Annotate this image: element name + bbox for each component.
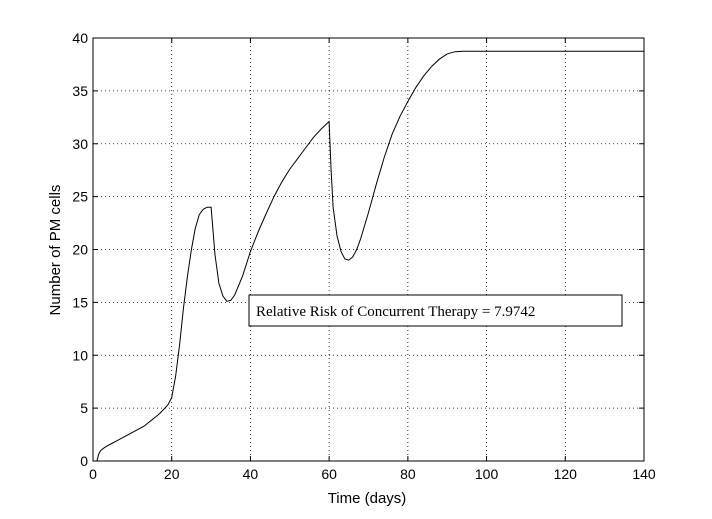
y-tick-label: 15	[72, 294, 88, 310]
annotation-box: Relative Risk of Concurrent Therapy = 7.…	[248, 294, 623, 327]
y-tick-label: 20	[72, 242, 88, 258]
x-tick-label: 0	[89, 466, 97, 482]
x-tick-label: 80	[400, 466, 416, 482]
y-tick-label: 25	[72, 189, 88, 205]
x-tick-label: 100	[475, 466, 499, 482]
y-tick-label: 35	[72, 83, 88, 99]
annotation-text: Relative Risk of Concurrent Therapy = 7.…	[256, 304, 535, 320]
y-tick-label: 0	[80, 453, 88, 469]
y-tick-label: 10	[72, 347, 88, 363]
ticks: 0 20 40 60 80 100 120 140 0 5 10 15 20 25 30 35 40	[72, 30, 655, 482]
y-axis-label: Number of PM cells	[47, 185, 64, 316]
series-line	[96, 50, 644, 462]
x-tick-label: 60	[321, 466, 337, 482]
x-tick-label: 120	[554, 466, 578, 482]
y-tick-label: 40	[72, 30, 88, 46]
y-tick-label: 5	[80, 400, 88, 416]
plot-frame	[92, 37, 645, 462]
x-axis-label: Time (days)	[328, 490, 407, 507]
x-tick-label: 40	[243, 466, 259, 482]
plot-area	[93, 38, 644, 461]
annotation-frame	[248, 294, 623, 327]
y-tick-label: 30	[72, 136, 88, 152]
grid	[93, 38, 644, 461]
x-tick-label: 140	[632, 466, 656, 482]
x-tick-label: 20	[164, 466, 180, 482]
